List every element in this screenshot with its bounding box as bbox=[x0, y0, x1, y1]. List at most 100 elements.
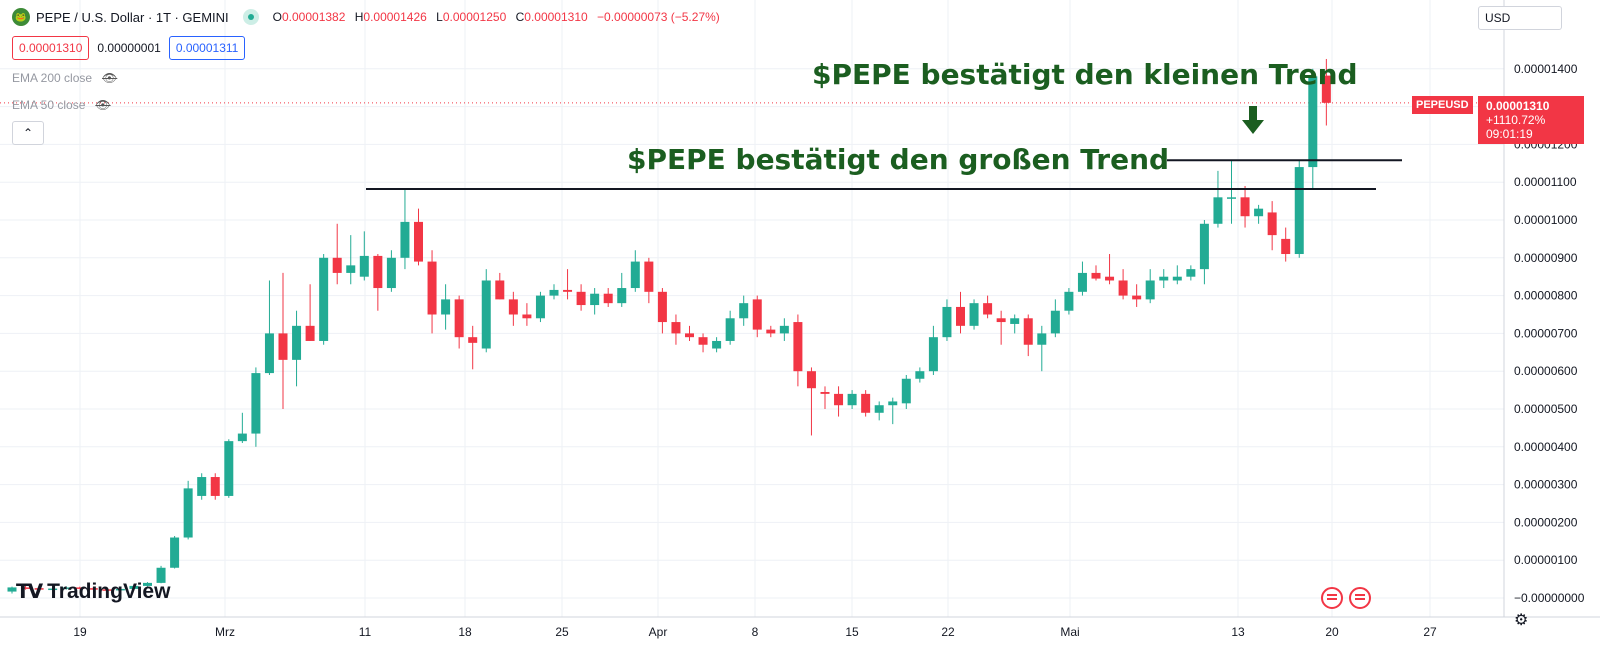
candle-down bbox=[88, 587, 98, 591]
buy-price-button[interactable]: 0.00001311 bbox=[168, 36, 246, 60]
candle-body bbox=[129, 585, 139, 589]
last-price-change: +1110.72% bbox=[1486, 113, 1546, 127]
settings-gear-icon[interactable]: ⚙ bbox=[1514, 612, 1529, 629]
candle-down bbox=[793, 314, 803, 387]
candle-body bbox=[115, 588, 125, 591]
time-tick-label: 8 bbox=[752, 625, 759, 639]
candle-down bbox=[278, 272, 288, 409]
time-tick-label: 20 bbox=[1325, 625, 1339, 639]
candle-up bbox=[901, 374, 911, 409]
trade-price-row: 0.00001310 0.00000001 0.00001311 bbox=[12, 36, 246, 60]
candle-body bbox=[942, 306, 952, 338]
candle-down bbox=[1321, 58, 1331, 126]
candle-body bbox=[156, 567, 166, 583]
collapse-legend-button[interactable]: ⌃ bbox=[12, 121, 44, 145]
tradingview-logo[interactable]: 𝗧𝗩 TradingView bbox=[16, 579, 170, 604]
candle-down bbox=[671, 314, 681, 345]
candle-body bbox=[698, 337, 708, 345]
candle-body bbox=[1308, 76, 1318, 168]
candle-down bbox=[454, 295, 464, 349]
candle-up bbox=[237, 412, 247, 444]
candle-up bbox=[1064, 288, 1074, 315]
time-tick-label: 22 bbox=[941, 625, 955, 639]
candle-body bbox=[969, 303, 979, 326]
candle-body bbox=[617, 288, 627, 304]
candle-body bbox=[590, 293, 600, 306]
price-tick-label: 0.00000400 bbox=[1514, 440, 1578, 454]
candle-body bbox=[1064, 291, 1074, 311]
currency-select[interactable]: USD bbox=[1478, 6, 1562, 30]
chevron-up-icon: ⌃ bbox=[22, 126, 34, 140]
candle-body bbox=[657, 291, 667, 323]
big-trend-annotation: $PEPE bestätigt den großen Trend bbox=[627, 143, 1170, 176]
candle-body bbox=[1050, 310, 1060, 334]
candle-body bbox=[183, 488, 193, 538]
price-tick-label: −0.00000000 bbox=[1514, 591, 1585, 605]
candle-body bbox=[820, 391, 830, 394]
candle-body bbox=[1145, 280, 1155, 300]
candle-down bbox=[508, 291, 518, 326]
candle-body bbox=[793, 322, 803, 372]
high-value: 0.00001426 bbox=[363, 10, 427, 24]
candle-body bbox=[359, 255, 369, 277]
candle-down bbox=[332, 223, 342, 285]
candle-down bbox=[427, 250, 437, 334]
candle-down bbox=[373, 254, 383, 311]
candle-up bbox=[549, 284, 559, 300]
price-tick-label: 0.00000800 bbox=[1514, 289, 1578, 303]
candle-down bbox=[1105, 254, 1115, 285]
hidden-eye-icon[interactable]: 👁 bbox=[102, 71, 118, 85]
price-tick-label: 0.00000200 bbox=[1514, 515, 1578, 529]
indicator-label: EMA 200 close bbox=[12, 71, 93, 85]
candle-body bbox=[685, 333, 694, 338]
candle-down bbox=[414, 208, 423, 266]
candle-up bbox=[7, 586, 17, 594]
candle-body bbox=[1091, 272, 1101, 279]
candle-body bbox=[61, 587, 71, 589]
candle-body bbox=[725, 318, 735, 341]
candle-up bbox=[1077, 261, 1087, 296]
candle-up bbox=[1294, 159, 1304, 258]
indicator-ema200[interactable]: EMA 200 close 👁 bbox=[12, 71, 117, 85]
candle-body bbox=[305, 325, 315, 341]
candle-body bbox=[928, 337, 938, 372]
us-event-flag-icon[interactable] bbox=[1321, 587, 1343, 609]
sell-price-button[interactable]: 0.00001310 bbox=[12, 36, 90, 60]
candle-up bbox=[170, 536, 180, 569]
candle-body bbox=[603, 293, 613, 304]
hidden-eye-icon[interactable]: 👁 bbox=[95, 98, 111, 112]
high-label: H bbox=[354, 10, 364, 24]
candle-up bbox=[1037, 325, 1047, 372]
candle-up bbox=[590, 288, 600, 315]
indicator-ema50[interactable]: EMA 50 close 👁 bbox=[12, 98, 111, 112]
price-tick-label: 0.00000600 bbox=[1514, 364, 1578, 378]
candle-up bbox=[874, 401, 884, 421]
time-tick-label: 19 bbox=[73, 625, 87, 639]
candle-body bbox=[806, 371, 816, 389]
candle-body bbox=[88, 588, 98, 590]
pepe-logo-icon: 🐸 bbox=[12, 8, 30, 26]
symbol-title[interactable]: PEPE / U.S. Dollar · 1T · GEMINI bbox=[36, 9, 229, 25]
candle-up bbox=[942, 299, 952, 341]
candle-body bbox=[386, 257, 396, 289]
candle-up bbox=[386, 250, 396, 292]
candle-body bbox=[427, 261, 437, 315]
price-tick-label: 0.00001000 bbox=[1514, 213, 1578, 227]
candle-body bbox=[1254, 208, 1264, 217]
candle-down bbox=[956, 291, 965, 334]
brand-label: TradingView bbox=[47, 579, 171, 603]
open-label: O bbox=[272, 10, 282, 24]
candle-body bbox=[7, 587, 17, 592]
price-tick-label: 0.00001400 bbox=[1514, 62, 1578, 76]
open-value: 0.00001382 bbox=[281, 10, 346, 24]
candle-up bbox=[928, 325, 938, 375]
us-event-flag-icon[interactable] bbox=[1349, 587, 1371, 609]
candle-body bbox=[454, 299, 464, 338]
time-tick-label: 11 bbox=[359, 625, 372, 639]
candle-down bbox=[305, 284, 315, 341]
candle-up bbox=[915, 367, 925, 383]
candle-body bbox=[1213, 197, 1223, 224]
candle-body bbox=[346, 265, 356, 273]
candle-up bbox=[481, 269, 491, 353]
